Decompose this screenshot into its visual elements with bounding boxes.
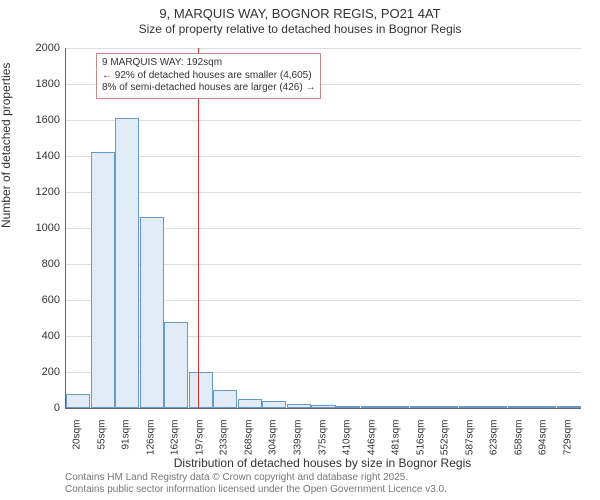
chart-titles: 9, MARQUIS WAY, BOGNOR REGIS, PO21 4AT S…: [0, 0, 600, 36]
x-tick-label: 552sqm: [440, 420, 451, 480]
annotation-box: 9 MARQUIS WAY: 192sqm← 92% of detached h…: [96, 53, 321, 99]
x-tick-label: 729sqm: [562, 420, 573, 480]
y-tick-label: 800: [10, 258, 60, 270]
histogram-bar: [508, 406, 532, 408]
x-tick-label: 339sqm: [292, 420, 303, 480]
annotation-line: ← 92% of detached houses are smaller (4,…: [102, 70, 315, 83]
x-axis-label: Distribution of detached houses by size …: [65, 456, 580, 470]
y-tick-label: 1200: [10, 186, 60, 198]
x-tick-label: 20sqm: [72, 420, 83, 480]
histogram-bar: [459, 406, 483, 408]
annotation-line: 8% of semi-detached houses are larger (4…: [102, 82, 315, 95]
histogram-bar: [311, 405, 335, 408]
histogram-bar: [66, 394, 90, 408]
histogram-bar: [189, 372, 213, 408]
y-tick-label: 1600: [10, 114, 60, 126]
histogram-bar: [213, 390, 237, 408]
chart-title: 9, MARQUIS WAY, BOGNOR REGIS, PO21 4AT: [0, 6, 600, 22]
histogram-bar: [91, 152, 115, 408]
histogram-bar: [557, 406, 581, 408]
annotation-line: 9 MARQUIS WAY: 192sqm: [102, 57, 315, 70]
x-tick-label: 55sqm: [96, 420, 107, 480]
x-tick-label: 233sqm: [219, 420, 230, 480]
chart-container: 9, MARQUIS WAY, BOGNOR REGIS, PO21 4AT S…: [0, 0, 600, 500]
plot-area: 9 MARQUIS WAY: 192sqm← 92% of detached h…: [65, 48, 581, 409]
x-tick-label: 587sqm: [464, 420, 475, 480]
x-tick-label: 126sqm: [145, 420, 156, 480]
histogram-bar: [336, 406, 360, 408]
x-tick-label: 91sqm: [121, 420, 132, 480]
x-tick-label: 623sqm: [489, 420, 500, 480]
histogram-bar: [434, 406, 458, 408]
x-tick-label: 197sqm: [194, 420, 205, 480]
y-tick-label: 200: [10, 366, 60, 378]
gridline: [66, 156, 581, 157]
reference-line: [198, 48, 199, 408]
x-tick-label: 410sqm: [342, 420, 353, 480]
histogram-bar: [385, 406, 409, 408]
y-tick-label: 600: [10, 294, 60, 306]
histogram-bar: [115, 118, 139, 408]
histogram-bar: [361, 406, 385, 408]
y-tick-label: 1400: [10, 150, 60, 162]
gridline: [66, 120, 581, 121]
histogram-bar: [287, 404, 311, 409]
y-tick-label: 2000: [10, 42, 60, 54]
histogram-bar: [532, 406, 556, 408]
x-tick-label: 268sqm: [243, 420, 254, 480]
x-tick-label: 658sqm: [513, 420, 524, 480]
x-tick-label: 162sqm: [170, 420, 181, 480]
x-tick-label: 446sqm: [366, 420, 377, 480]
histogram-bar: [262, 401, 286, 408]
y-tick-label: 1000: [10, 222, 60, 234]
gridline: [66, 192, 581, 193]
x-tick-label: 375sqm: [317, 420, 328, 480]
y-tick-label: 400: [10, 330, 60, 342]
histogram-bar: [140, 217, 164, 408]
x-tick-label: 516sqm: [415, 420, 426, 480]
x-tick-label: 481sqm: [391, 420, 402, 480]
y-tick-label: 0: [10, 402, 60, 414]
x-tick-label: 694sqm: [538, 420, 549, 480]
histogram-bar: [483, 406, 507, 408]
histogram-bar: [410, 406, 434, 408]
y-tick-label: 1800: [10, 78, 60, 90]
footer-line-2: Contains public sector information licen…: [65, 484, 447, 496]
x-tick-label: 304sqm: [268, 420, 279, 480]
histogram-bar: [164, 322, 188, 408]
gridline: [66, 48, 581, 49]
histogram-bar: [238, 399, 262, 408]
chart-subtitle: Size of property relative to detached ho…: [0, 22, 600, 36]
